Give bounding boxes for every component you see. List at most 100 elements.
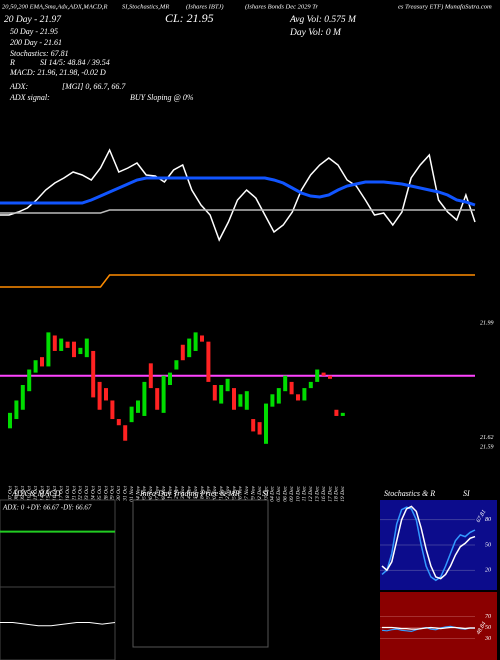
name: es Treasury ETF) MunafaSutra.com	[398, 3, 492, 10]
candle	[174, 360, 179, 370]
candle	[91, 350, 96, 398]
x-tick-label: 14 Nov	[185, 485, 192, 501]
candle	[27, 369, 32, 392]
x-tick-label: 11 Oct	[33, 486, 39, 501]
x-tick-label: 25 Nov	[231, 485, 237, 501]
candle	[14, 400, 19, 420]
x-tick-label: 06 Nov	[148, 485, 154, 501]
y-tick-label: 21.59	[480, 444, 494, 450]
x-tick-label: 24 Oct	[89, 486, 96, 501]
x-tick-label: 14 Oct	[38, 486, 45, 501]
candle	[84, 338, 89, 358]
candle	[264, 403, 268, 444]
candle	[65, 341, 70, 348]
y-tick-label: 80	[485, 517, 491, 523]
candle	[168, 372, 172, 385]
adx-signal: ADX signal:	[9, 93, 50, 102]
candle	[148, 363, 153, 389]
x-tick-label: 16 Oct	[52, 486, 58, 501]
candle	[219, 385, 224, 404]
x-tick-label: 23 Oct	[84, 486, 90, 501]
series-line	[0, 209, 475, 214]
x-tick-label: 21 Oct	[71, 486, 77, 501]
candle	[78, 347, 83, 355]
y-tick-label: 70	[485, 614, 491, 620]
x-tick-label: 11 Dec	[302, 485, 308, 501]
x-tick-label: 15 Nov	[193, 485, 199, 501]
ma-200: 200 Day - 21.61	[10, 38, 62, 47]
x-tick-label: 04 Dec	[269, 485, 276, 501]
x-tick-label: 07 Nov	[154, 485, 160, 501]
x-tick-label: 17 Dec	[327, 485, 333, 501]
x-tick-label: 21 Nov	[218, 485, 224, 501]
candle	[296, 394, 300, 401]
x-tick-label: 26 Nov	[238, 485, 244, 501]
x-tick-label: 18 Dec	[334, 485, 340, 501]
candle	[187, 338, 192, 358]
ma-20: 20 Day - 21.97	[4, 15, 62, 25]
x-tick-label: 10 Dec	[295, 485, 301, 501]
panel	[380, 592, 497, 660]
x-tick-label: 13 Nov	[180, 485, 186, 501]
series-line	[0, 148, 476, 242]
x-tick-label: 02 Dec	[257, 485, 263, 501]
studies: 20,50,200 EMA,Sma,Adx,ADX,MACD,R	[2, 3, 107, 10]
panel-title: ADX & MACD	[11, 489, 61, 498]
series-line	[382, 626, 475, 630]
x-tick-label: 22 Oct	[78, 486, 84, 501]
x-tick-label: 19 Dec	[340, 485, 346, 501]
candle	[200, 335, 204, 342]
x-tick-label: 09 Oct	[20, 486, 26, 501]
x-tick-label: 31 Oct	[122, 486, 128, 502]
y-tick-label: 50	[485, 625, 491, 631]
close: CL: 21.95	[165, 11, 214, 25]
x-tick-label: 09 Dec	[289, 485, 295, 501]
x-tick-label: 11 Nov	[167, 485, 173, 501]
candle	[251, 419, 256, 432]
candle	[328, 375, 332, 379]
x-tick-label: 01 Nov	[129, 485, 135, 501]
candle	[161, 375, 166, 413]
x-tick-label: 07 Oct	[7, 486, 13, 501]
x-tick-label: 12 Dec	[308, 485, 314, 501]
x-tick-label: 22 Nov	[225, 485, 231, 501]
candle	[116, 419, 121, 426]
x-tick-label: 18 Nov	[199, 485, 205, 501]
x-tick-label: 10 Oct	[26, 486, 32, 501]
candle	[52, 335, 57, 351]
x-tick-label: 13 Dec	[314, 485, 320, 501]
x-tick-label: 29 Oct	[110, 486, 116, 501]
r: R	[9, 58, 15, 67]
candle	[302, 388, 307, 401]
x-tick-label: 08 Oct	[14, 486, 20, 501]
candle	[321, 372, 326, 376]
x-tick-label: 20 Nov	[212, 485, 218, 501]
x-tick-label: 29 Nov	[250, 485, 256, 501]
signal: BUY Sloping @ 0%	[130, 93, 194, 102]
day-vol: Day Vol: 0 M	[289, 28, 342, 38]
candle	[97, 381, 102, 410]
x-tick-label: 05 Nov	[142, 485, 148, 501]
name: (Ishares Bonds Dec 2029 Tr	[245, 3, 319, 10]
candle	[129, 406, 134, 423]
y-tick-label: 21.62	[480, 435, 494, 441]
x-tick-label: 17 Oct	[58, 486, 64, 501]
x-tick-label: 28 Oct	[103, 486, 109, 501]
panel-title: Stochastics & R	[384, 489, 435, 498]
candle	[110, 400, 115, 420]
candle	[276, 388, 281, 404]
rsi: SI 14/5: 48.84 / 39.54	[40, 58, 110, 67]
stoch: Stochastics: 67.81	[10, 49, 69, 58]
x-tick-label: 05 Dec	[276, 485, 282, 501]
avg-vol: Avg Vol: 0.575 M	[289, 15, 357, 25]
candle	[180, 344, 185, 361]
panel-title: SI	[262, 489, 269, 498]
y-tick-label: 20	[485, 568, 491, 574]
candle	[308, 381, 313, 389]
value-label: 67.81	[476, 509, 488, 524]
candle	[238, 394, 243, 407]
candle	[315, 369, 320, 382]
series-line	[0, 176, 476, 207]
